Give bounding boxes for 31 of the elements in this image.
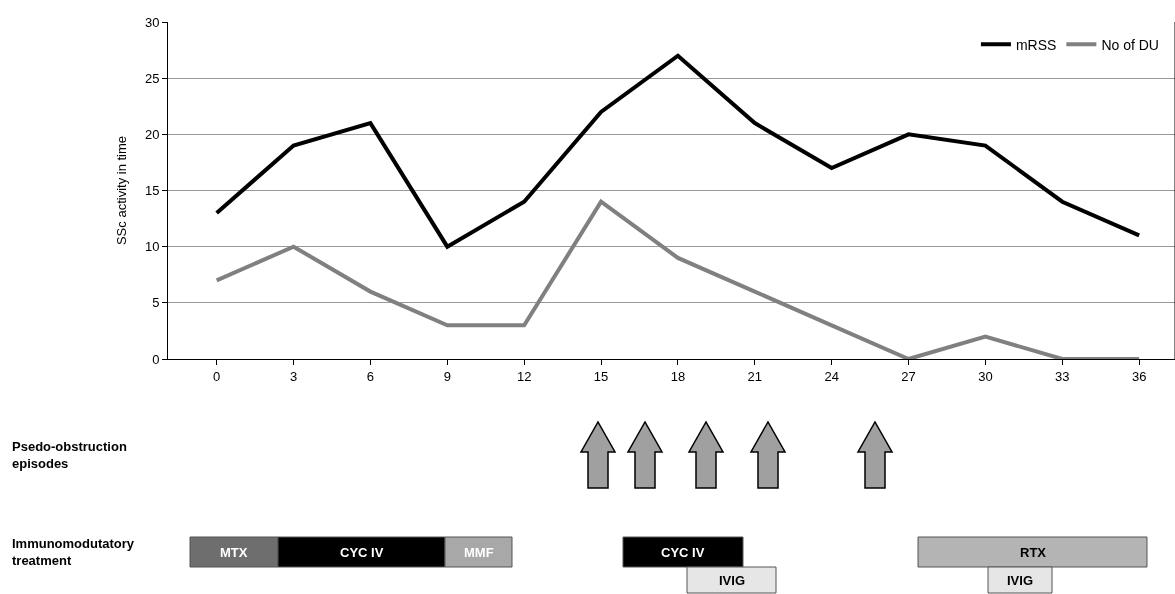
x-tick-label: 33: [1055, 368, 1070, 384]
text: MMF: [464, 545, 494, 560]
legend-label: mRSS: [1015, 36, 1057, 53]
x-tick-label: 15: [593, 368, 609, 384]
x-tick-label: 12: [516, 368, 532, 384]
x-tick-label: 21: [747, 368, 763, 384]
y-tick-label: 25: [144, 70, 160, 86]
line-series: [214, 199, 1142, 359]
text: Psedo-obstruction episodes: [12, 439, 127, 471]
x-tick-label: 27: [901, 368, 916, 384]
x-tick-label: 6: [366, 368, 375, 384]
x-tick-label: 36: [1131, 368, 1147, 384]
y-tick-label: 30: [144, 14, 160, 30]
x-tick-label: 9: [443, 368, 451, 384]
x-tick-label: 24: [824, 368, 839, 384]
x-tick-label: 0: [213, 368, 221, 384]
text: IVIG: [1007, 573, 1034, 588]
y-tick-label: 0: [152, 351, 160, 367]
legend-label: No of DU: [1101, 36, 1159, 53]
y-tick-label: 5: [152, 295, 160, 311]
x-tick-label: 18: [670, 368, 686, 384]
y-tick-label: 20: [144, 126, 160, 142]
text: CYC IV: [661, 545, 705, 560]
x-tick-label: 30: [978, 368, 993, 384]
text: IVIG: [719, 573, 746, 588]
text: Immunomodutatory treatment: [12, 536, 135, 568]
x-tick-label: 3: [289, 368, 298, 384]
y-tick-label: 15: [144, 183, 160, 199]
y-tick-label: 10: [144, 239, 160, 255]
line-series: [214, 53, 1142, 249]
y-axis-title: SSc activity in time: [113, 135, 129, 246]
